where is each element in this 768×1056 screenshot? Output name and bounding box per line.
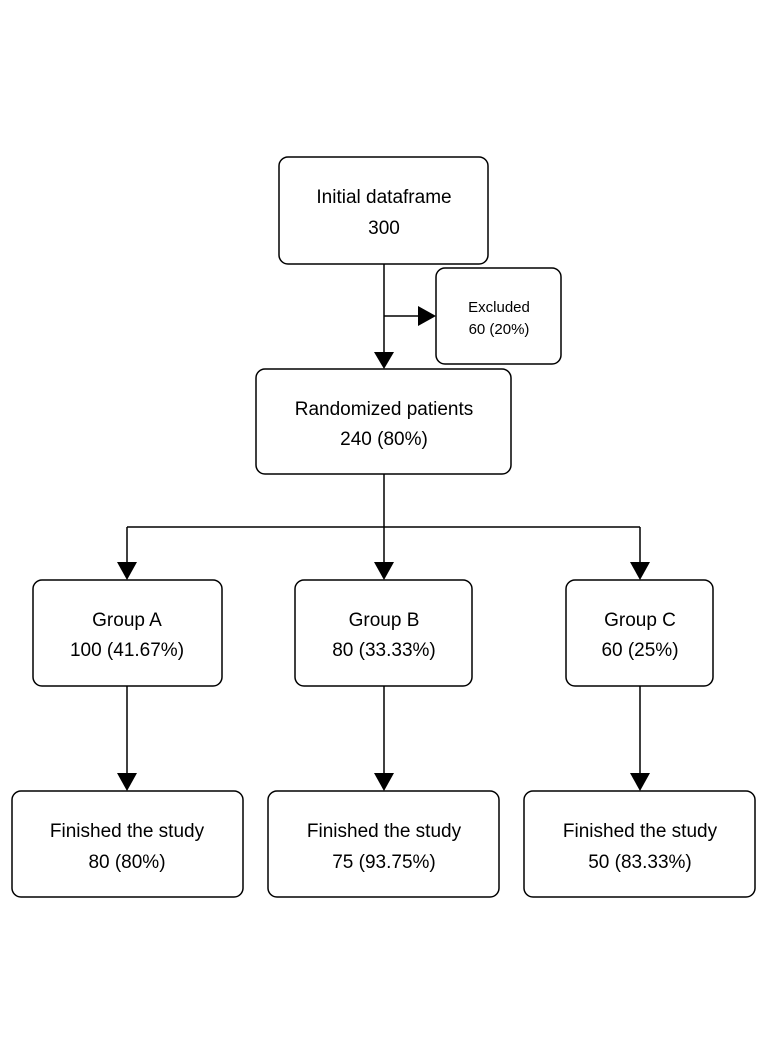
node-group-c: Group C 60 (25%) <box>565 579 714 687</box>
node-group-a-title: Group A <box>92 610 162 631</box>
node-finished-b-value: 75 (93.75%) <box>332 852 436 873</box>
node-excluded-box <box>435 267 562 365</box>
node-group-a-box <box>32 579 223 687</box>
node-finished-c: Finished the study 50 (83.33%) <box>523 790 756 898</box>
node-finished-c-box <box>523 790 756 898</box>
arrowhead-excluded <box>418 306 436 326</box>
arrowhead-group-b <box>374 562 394 580</box>
node-finished-b-title: Finished the study <box>307 821 462 842</box>
node-group-c-title: Group C <box>604 610 676 631</box>
node-randomized-title: Randomized patients <box>295 399 474 420</box>
node-finished-c-title: Finished the study <box>563 821 718 842</box>
node-finished-a-box <box>11 790 244 898</box>
node-finished-a-value: 80 (80%) <box>88 852 165 873</box>
node-group-b-value: 80 (33.33%) <box>332 640 436 661</box>
node-finished-a-title: Finished the study <box>50 821 205 842</box>
node-initial-box <box>278 156 489 265</box>
node-initial-value: 300 <box>368 218 400 239</box>
node-randomized-value: 240 (80%) <box>340 429 428 450</box>
node-finished-c-value: 50 (83.33%) <box>588 852 692 873</box>
node-initial: Initial dataframe 300 <box>278 156 489 265</box>
node-initial-title: Initial dataframe <box>316 187 451 208</box>
arrowhead-group-c <box>630 562 650 580</box>
node-finished-b: Finished the study 75 (93.75%) <box>267 790 500 898</box>
node-finished-b-box <box>267 790 500 898</box>
node-randomized: Randomized patients 240 (80%) <box>255 368 512 475</box>
node-group-b-title: Group B <box>349 610 420 631</box>
node-group-a-value: 100 (41.67%) <box>70 640 184 661</box>
node-excluded: Excluded 60 (20%) <box>435 267 562 365</box>
edges <box>117 264 650 791</box>
node-group-c-value: 60 (25%) <box>601 640 678 661</box>
node-group-a: Group A 100 (41.67%) <box>32 579 223 687</box>
arrowhead-finished-a <box>117 773 137 791</box>
node-group-b-box <box>294 579 473 687</box>
node-randomized-box <box>255 368 512 475</box>
node-excluded-title: Excluded <box>468 299 530 316</box>
arrowhead-group-a <box>117 562 137 580</box>
node-excluded-value: 60 (20%) <box>469 321 530 338</box>
arrowhead-randomized <box>374 352 394 369</box>
arrowhead-finished-c <box>630 773 650 791</box>
node-group-c-box <box>565 579 714 687</box>
node-finished-a: Finished the study 80 (80%) <box>11 790 244 898</box>
node-group-b: Group B 80 (33.33%) <box>294 579 473 687</box>
arrowhead-finished-b <box>374 773 394 791</box>
